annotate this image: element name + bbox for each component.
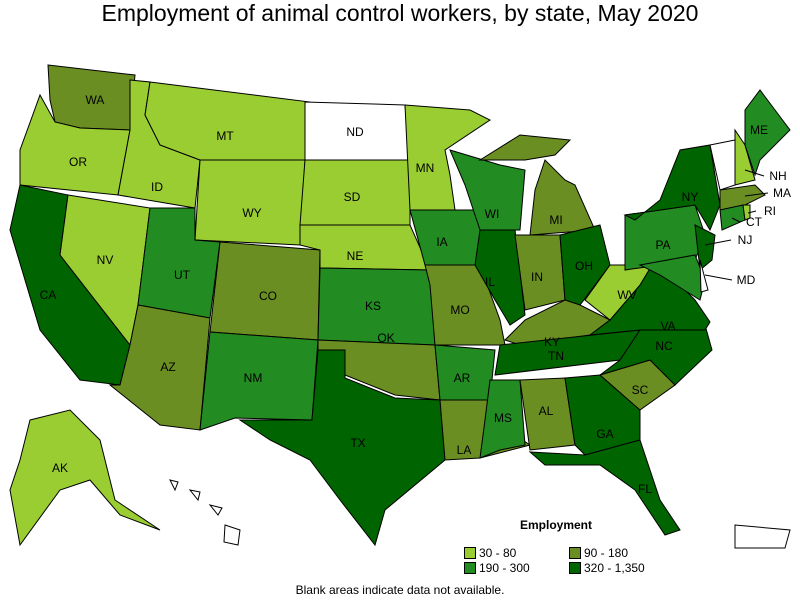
legend-label: 90 - 180: [584, 546, 629, 560]
state-ri[interactable]: [742, 204, 751, 221]
state-label-ks: KS: [365, 299, 381, 313]
map-title: Employment of animal control workers, by…: [101, 0, 699, 26]
state-me[interactable]: [744, 89, 791, 177]
state-label-ak: AK: [52, 461, 68, 475]
state-ma[interactable]: [719, 184, 766, 211]
legend-item-320-1350: 320 - 1,350: [569, 561, 645, 575]
footnote: Blank areas indicate data not available.: [295, 583, 505, 597]
state-label-oh: OH: [575, 259, 593, 273]
state-label-nd: ND: [346, 125, 364, 139]
state-tx[interactable]: [238, 349, 446, 547]
state-hi[interactable]: [208, 504, 223, 516]
state-mt[interactable]: [144, 81, 311, 161]
state-label-nc: NC: [655, 339, 673, 353]
state-label-tn: TN: [548, 349, 564, 363]
state-label-in: IN: [531, 270, 543, 284]
state-label-ct: CT: [746, 215, 763, 229]
legend-swatch: [569, 562, 581, 574]
state-label-ma: MA: [773, 186, 791, 200]
callout-line-ct: [731, 217, 741, 223]
state-fl[interactable]: [528, 439, 681, 536]
state-label-mo: MO: [450, 303, 469, 317]
state-label-co: CO: [259, 289, 277, 303]
state-label-ut: UT: [174, 268, 191, 282]
state-label-wy: WY: [242, 206, 261, 220]
state-label-az: AZ: [160, 360, 175, 374]
legend-title: Employment: [519, 518, 592, 532]
state-label-va: VA: [660, 319, 675, 333]
state-ak[interactable]: [9, 409, 161, 547]
state-label-wi: WI: [485, 207, 500, 221]
state-label-sc: SC: [632, 383, 649, 397]
state-mi[interactable]: [478, 134, 572, 161]
state-label-mi: MI: [549, 213, 562, 227]
state-label-tx: TX: [350, 436, 365, 450]
state-wi[interactable]: [449, 149, 526, 231]
legend-swatch: [464, 562, 476, 574]
legend-label: 30 - 80: [479, 546, 517, 560]
state-label-id: ID: [151, 180, 163, 194]
state-label-ca: CA: [40, 288, 57, 302]
state-oh[interactable]: [559, 224, 611, 306]
state-label-nv: NV: [97, 253, 114, 267]
state-hi[interactable]: [188, 489, 201, 502]
callout-line-ma: [744, 192, 769, 197]
callout-line-nj: [704, 239, 732, 246]
callout-line-ri: [747, 210, 757, 214]
state-label-mt: MT: [216, 129, 234, 143]
state-il[interactable]: [474, 229, 526, 326]
state-label-mn: MN: [416, 161, 435, 175]
state-label-ga: GA: [596, 427, 613, 441]
state-ct[interactable]: [719, 204, 746, 231]
legend-label: 320 - 1,350: [584, 561, 645, 575]
state-label-ar: AR: [454, 371, 471, 385]
state-label-nj: NJ: [738, 233, 753, 247]
state-label-nm: NM: [244, 371, 263, 385]
state-label-ky: KY: [544, 335, 560, 349]
callout-line-md: [704, 274, 733, 281]
state-label-ny: NY: [682, 190, 699, 204]
legend: Employment 30 - 80 90 - 180 190 - 300 32…: [462, 518, 662, 575]
state-label-wv: WV: [617, 288, 636, 302]
state-nm[interactable]: [199, 331, 319, 431]
callout-line-nh: [744, 169, 765, 177]
state-wy[interactable]: [194, 159, 306, 246]
state-label-ri: RI: [764, 204, 776, 218]
state-label-al: AL: [539, 404, 554, 418]
state-label-la: LA: [457, 443, 472, 457]
state-ne[interactable]: [299, 224, 431, 271]
state-label-ok: OK: [377, 331, 394, 345]
legend-item-90-180: 90 - 180: [569, 546, 628, 560]
state-label-pa: PA: [655, 238, 670, 252]
state-az[interactable]: [108, 304, 211, 431]
legend-swatch: [464, 547, 476, 559]
state-label-sd: SD: [344, 190, 361, 204]
legend-label: 190 - 300: [479, 561, 530, 575]
state-label-fl: FL: [638, 482, 652, 496]
state-label-il: IL: [485, 275, 495, 289]
state-label-ne: NE: [347, 249, 364, 263]
state-label-wa: WA: [86, 93, 105, 107]
state-label-nh: NH: [769, 169, 786, 183]
legend-item-190-300: 190 - 300: [464, 561, 530, 575]
state-pr[interactable]: [734, 524, 791, 549]
state-de[interactable]: [699, 259, 709, 293]
state-nj[interactable]: [694, 224, 716, 271]
state-label-me: ME: [750, 123, 768, 137]
state-label-or: OR: [69, 155, 87, 169]
state-hi[interactable]: [223, 524, 241, 546]
state-hi[interactable]: [169, 479, 179, 492]
state-label-ms: MS: [494, 411, 512, 425]
legend-item-30-80: 30 - 80: [464, 546, 516, 560]
legend-swatch: [569, 547, 581, 559]
state-label-ia: IA: [436, 235, 447, 249]
state-label-md: MD: [737, 273, 756, 287]
